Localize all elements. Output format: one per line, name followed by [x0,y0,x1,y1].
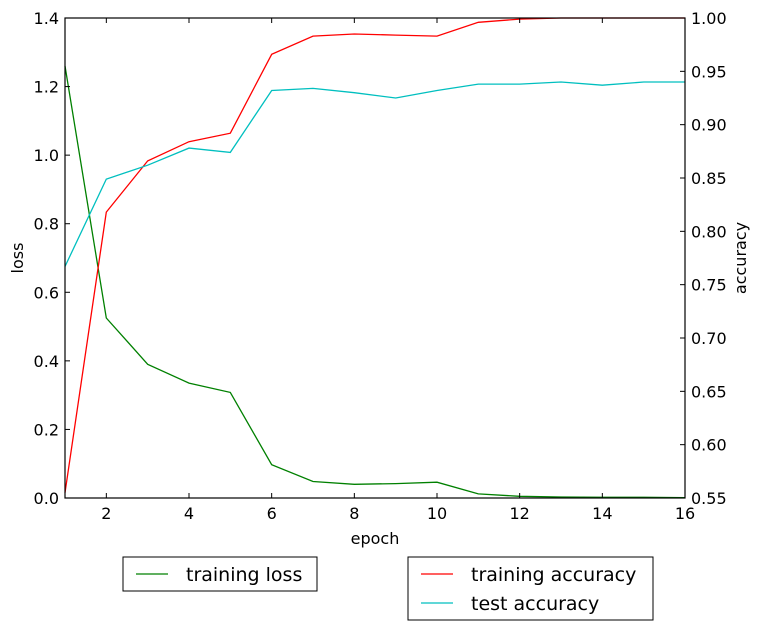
x-tick-label: 8 [349,504,359,523]
y-right-tick-label: 0.70 [691,329,727,348]
legend-label: training accuracy [471,564,636,586]
y-right-tick-label: 0.60 [691,436,727,455]
y-left-tick-label: 0.6 [34,283,59,302]
legend-box [407,556,654,621]
legend-bottom-right: training accuracy test accuracy [407,556,654,621]
x-tick-label: 4 [184,504,194,523]
legend-label: training loss [186,564,302,586]
y-right-tick-label: 0.85 [691,169,727,188]
series-line-training-accuracy [64,17,685,493]
y-right-tick-label: 0.55 [691,489,727,508]
y-left-axis-title: loss [8,243,27,274]
series-line-training-loss [64,65,686,499]
y-left-tick-label: 0.2 [34,420,59,439]
x-tick-label: 12 [509,504,529,523]
y-left-tick-label: 1.4 [34,9,59,28]
y-right-tick-label: 0.95 [691,62,727,81]
series-line-test-accuracy [64,81,685,267]
y-left-tick-label: 1.2 [34,78,59,97]
legend-bottom-left: training loss [122,556,318,592]
y-left-tick-label: 0.4 [34,352,59,371]
x-tick-label: 6 [267,504,277,523]
y-right-tick-label: 0.80 [691,222,727,241]
x-axis-title: epoch [351,529,400,548]
y-right-tick-label: 0.65 [691,382,727,401]
y-right-tick-label: 1.00 [691,9,727,28]
x-tick-label: 16 [675,504,695,523]
y-right-tick-label: 0.90 [691,116,727,135]
plot-frame [64,17,686,499]
x-tick-label: 2 [101,504,111,523]
legends: training loss training accuracy test accur… [122,556,654,621]
legend-label: test accuracy [471,593,599,615]
y-right-tick-label: 0.75 [691,276,727,295]
y-left-tick-label: 0.8 [34,215,59,234]
x-tick-label: 10 [427,504,447,523]
plot-marks [64,17,686,499]
y-left-tick-label: 1.0 [34,146,59,165]
y-right-axis-title: accuracy [731,222,750,294]
axis-ticks: 2 4 6 8 10 12 14 16 0.0 0.2 0.4 0.6 0.8 1.0 1.2 1.4 0.55… [34,9,727,523]
y-left-tick-label: 0.0 [34,489,59,508]
x-tick-label: 14 [592,504,612,523]
